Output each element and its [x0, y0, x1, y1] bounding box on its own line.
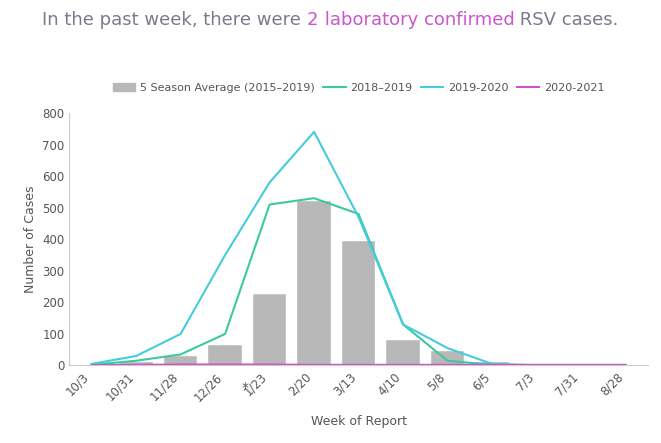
- Bar: [164, 356, 198, 365]
- Bar: [342, 241, 375, 365]
- Bar: [253, 295, 286, 365]
- Text: laboratory confirmed: laboratory confirmed: [319, 11, 514, 29]
- Text: *: *: [242, 381, 249, 395]
- Y-axis label: Number of Cases: Number of Cases: [24, 186, 37, 293]
- Bar: [431, 351, 464, 365]
- Text: 2: 2: [307, 11, 319, 29]
- Text: RSV cases.: RSV cases.: [514, 11, 619, 29]
- Bar: [475, 362, 509, 365]
- Bar: [208, 345, 242, 365]
- X-axis label: Week of Report: Week of Report: [311, 415, 407, 427]
- Legend: 5 Season Average (2015–2019), 2018–2019, 2019-2020, 2020-2021: 5 Season Average (2015–2019), 2018–2019,…: [108, 78, 609, 97]
- Bar: [297, 201, 330, 365]
- Text: In the past week, there were: In the past week, there were: [42, 11, 307, 29]
- Bar: [120, 362, 153, 365]
- Bar: [387, 340, 420, 365]
